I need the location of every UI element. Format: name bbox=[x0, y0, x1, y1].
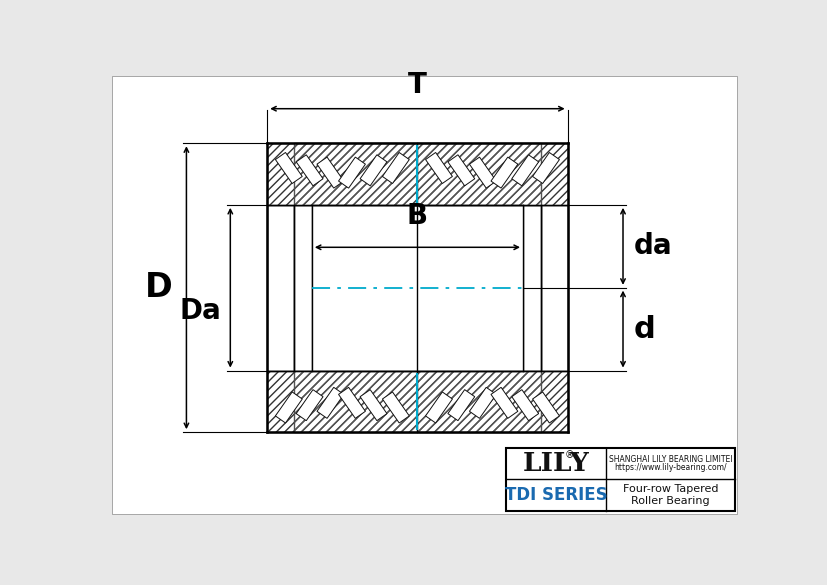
Polygon shape bbox=[338, 387, 365, 418]
Bar bbox=[294, 143, 540, 205]
Text: B: B bbox=[406, 202, 428, 230]
Bar bbox=[267, 370, 566, 432]
Polygon shape bbox=[490, 157, 517, 188]
Polygon shape bbox=[469, 387, 495, 418]
Text: TDI SERIES: TDI SERIES bbox=[504, 486, 606, 504]
Text: D: D bbox=[145, 271, 172, 304]
Bar bbox=[267, 143, 566, 205]
Polygon shape bbox=[532, 392, 559, 423]
Polygon shape bbox=[425, 153, 452, 184]
Text: d: d bbox=[633, 315, 655, 343]
Polygon shape bbox=[447, 390, 474, 421]
Polygon shape bbox=[338, 157, 365, 188]
Polygon shape bbox=[360, 390, 386, 421]
Bar bbox=[294, 143, 540, 205]
Text: SHANGHAI LILY BEARING LIMITEI: SHANGHAI LILY BEARING LIMITEI bbox=[609, 455, 732, 464]
Bar bbox=[505, 448, 734, 511]
Bar bbox=[294, 205, 312, 370]
Polygon shape bbox=[382, 153, 409, 184]
Text: Da: Da bbox=[179, 297, 221, 325]
Polygon shape bbox=[296, 155, 323, 186]
Bar bbox=[312, 205, 523, 370]
Bar bbox=[294, 370, 540, 432]
Text: Four-row Tapered
Roller Bearing: Four-row Tapered Roller Bearing bbox=[622, 484, 718, 505]
Text: LILY: LILY bbox=[522, 451, 589, 476]
Bar bbox=[294, 370, 540, 432]
Polygon shape bbox=[382, 392, 409, 423]
Polygon shape bbox=[317, 157, 343, 188]
Bar bbox=[267, 370, 566, 432]
Polygon shape bbox=[360, 155, 386, 186]
Polygon shape bbox=[532, 153, 559, 184]
Bar bbox=[523, 205, 540, 370]
Text: T: T bbox=[408, 71, 427, 99]
Polygon shape bbox=[275, 392, 302, 423]
Bar bbox=[267, 143, 566, 205]
Text: ®: ® bbox=[563, 450, 573, 460]
Text: https://www.lily-bearing.com/: https://www.lily-bearing.com/ bbox=[614, 463, 726, 473]
Bar bbox=[540, 205, 566, 370]
Polygon shape bbox=[447, 155, 474, 186]
Polygon shape bbox=[511, 155, 538, 186]
Polygon shape bbox=[317, 387, 343, 418]
Polygon shape bbox=[490, 387, 517, 418]
Polygon shape bbox=[511, 390, 538, 421]
Polygon shape bbox=[275, 153, 302, 184]
Bar bbox=[267, 205, 294, 370]
Text: da: da bbox=[633, 232, 672, 260]
Polygon shape bbox=[425, 392, 452, 423]
Polygon shape bbox=[296, 390, 323, 421]
Polygon shape bbox=[469, 157, 495, 188]
